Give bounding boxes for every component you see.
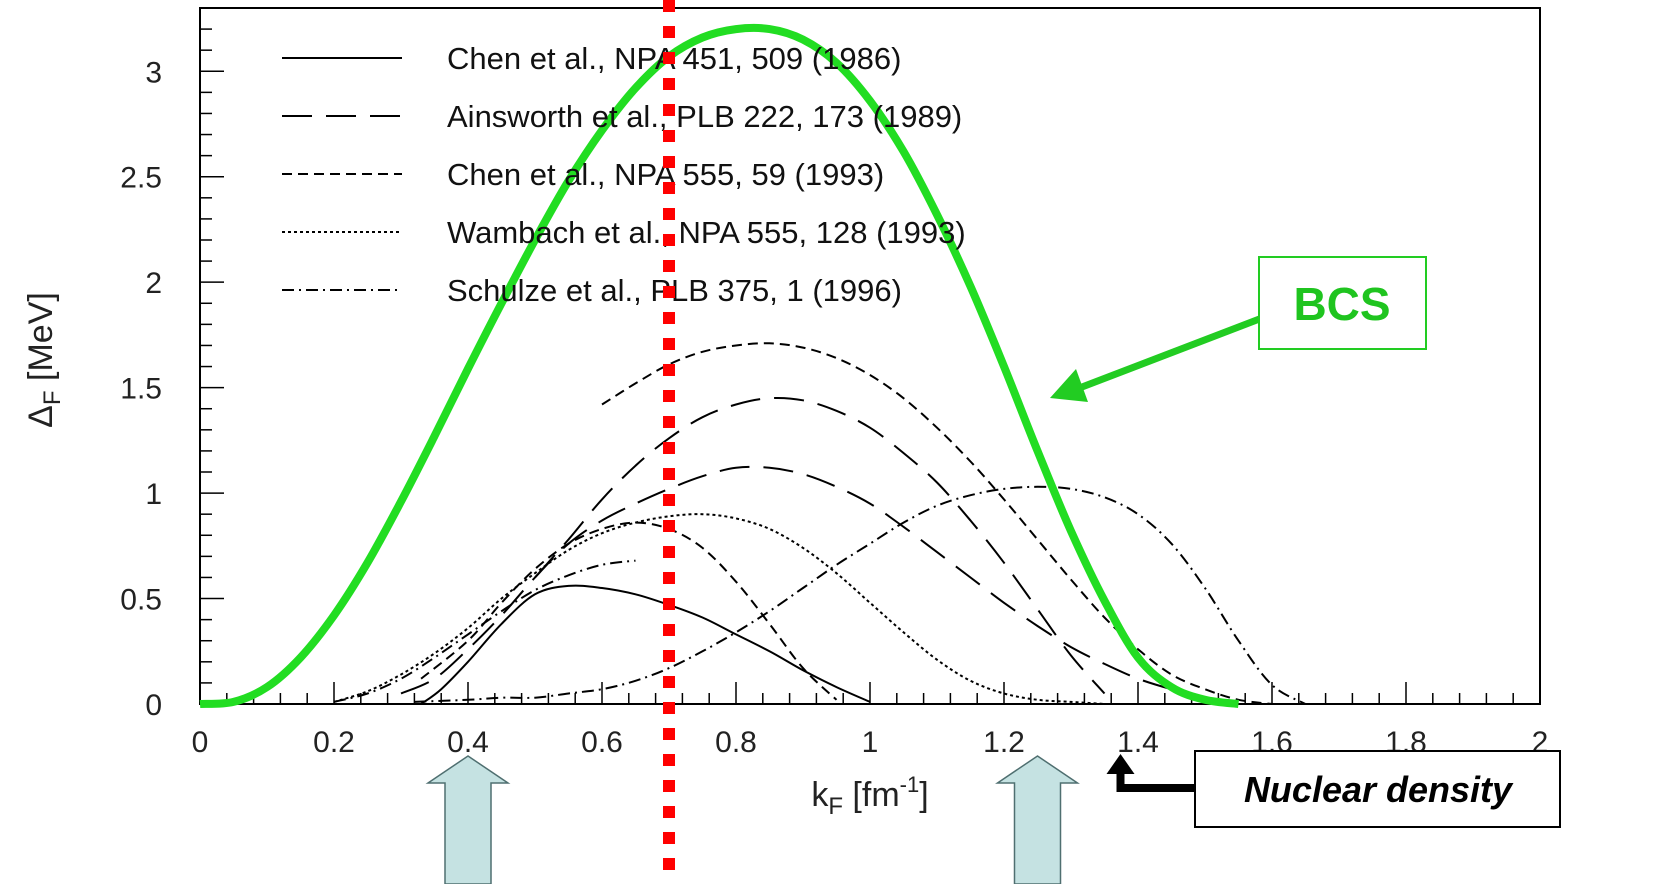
y-tick-label: 3 [145, 56, 162, 89]
bcs-label: BCS [1293, 278, 1390, 330]
series-line-solid [420, 584, 871, 705]
series-line-dash-dot [333, 559, 636, 703]
series-line-long-dash [534, 396, 1106, 695]
series-lines [199, 23, 1306, 708]
x-tick-label: 1.4 [1117, 726, 1159, 759]
bcs-arrow-shaft [1080, 314, 1264, 391]
legend: Chen et al., NPA 451, 509 (1986)Ainswort… [282, 41, 966, 308]
nuclear-density-arrow-head [1106, 754, 1135, 774]
legend-label: Ainsworth et al., PLB 222, 173 (1989) [447, 99, 962, 134]
x-tick-label: 0.4 [447, 726, 489, 759]
x-tick-label: 1.2 [983, 726, 1025, 759]
series-line-dash [601, 342, 1273, 705]
y-tick-label: 1.5 [120, 373, 162, 406]
series-line-dot [333, 513, 1105, 705]
x-tick-label: 0.8 [715, 726, 757, 759]
series-line-dash-dot [414, 485, 1306, 705]
up-arrow-icon [425, 755, 511, 884]
annotations [425, 0, 1264, 884]
y-tick-label: 2 [145, 267, 162, 300]
x-tick-label: 0 [192, 726, 209, 759]
series-line-bcs [199, 23, 1239, 708]
x-tick-label: 1 [862, 726, 879, 759]
x-tick-label: 0.6 [581, 726, 623, 759]
y-tick-label: 2.5 [120, 162, 162, 195]
nuclear-density-arrow-shaft [1116, 772, 1194, 792]
series-line-long-dash [400, 465, 1239, 705]
y-tick-label: 0.5 [120, 584, 162, 617]
nuclear-density-box: Nuclear density [1194, 750, 1561, 828]
up-arrow-icon [995, 755, 1080, 884]
bcs-label-box: BCS [1258, 256, 1427, 350]
bcs-arrow-head [1050, 369, 1088, 402]
series-line-dash [420, 521, 838, 701]
y-tick-label: 1 [145, 478, 162, 511]
x-axis-title: kF [fm-1] [811, 772, 928, 820]
y-axis-title: ΔF [MeV] [22, 292, 66, 428]
nuclear-density-label: Nuclear density [1244, 769, 1514, 810]
x-axis-title-sub: F [828, 793, 843, 820]
x-axis-title-sup: -1 [900, 772, 920, 797]
legend-label: Wambach et al., NPA 555, 128 (1993) [447, 215, 966, 250]
y-axis-title-sub: F [39, 390, 66, 405]
x-tick-label: 0.2 [313, 726, 355, 759]
y-tick-label: 0 [145, 689, 162, 722]
